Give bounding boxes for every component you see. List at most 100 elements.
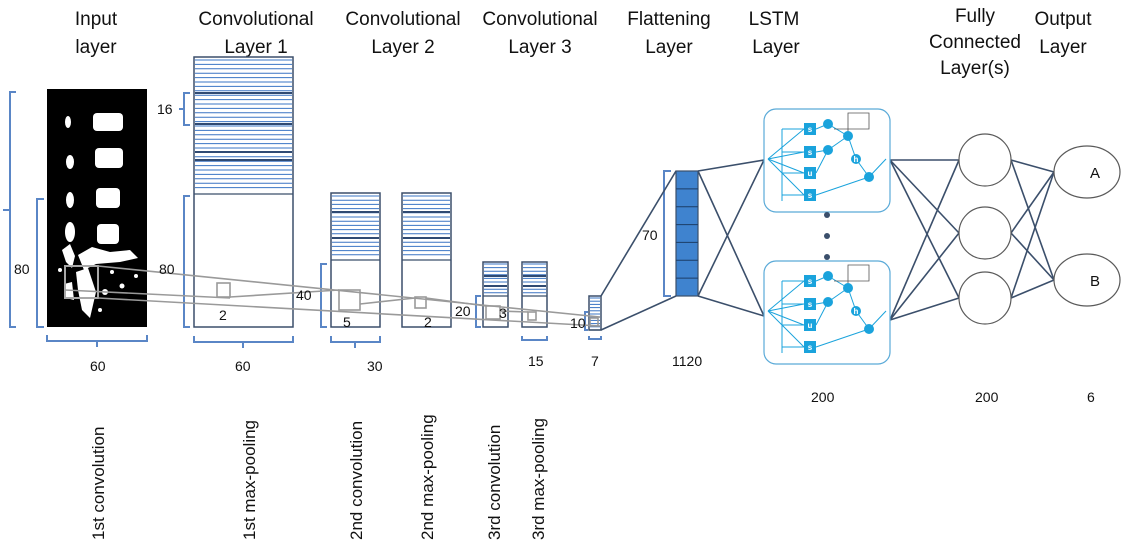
lstm-multiply-node — [823, 271, 833, 281]
kernel-projection-line — [359, 297, 416, 305]
layer-connection-line — [889, 159, 960, 299]
label-conv2-height: 40 — [296, 287, 312, 303]
header-fc-line2: Connected — [929, 32, 1021, 53]
lstm-flow-line — [815, 176, 870, 196]
lstm-input-line — [767, 280, 805, 312]
lstm-input-line — [767, 310, 805, 348]
output-node-a — [1053, 145, 1121, 199]
header-conv3-line1: Convolutional — [482, 9, 597, 30]
lstm-input-line — [767, 158, 805, 196]
count-output: 6 — [1087, 389, 1095, 405]
layer-connection-line — [889, 297, 960, 321]
lstm-gate-square — [804, 341, 816, 353]
label-conv2-width: 30 — [367, 358, 383, 374]
op-2nd-max-pooling: 2nd max-pooling — [418, 414, 437, 540]
fc-node-3 — [958, 271, 1012, 325]
fc-nodes — [958, 133, 1012, 325]
lstm-input-line — [767, 303, 805, 312]
lstm-gate-symbol: s — [808, 125, 813, 134]
lstm-flow-line — [815, 328, 870, 348]
header-flatten-line2: Layer — [645, 37, 693, 58]
lstm-input-line — [767, 310, 805, 326]
lstm-multiply-node — [823, 145, 833, 155]
input-kernel-window — [64, 265, 99, 299]
layer-connection-line — [1010, 171, 1055, 299]
layer-connection-line — [697, 159, 765, 297]
label-conv3-width: 15 — [528, 353, 544, 369]
layer-connection-line — [697, 295, 765, 317]
fc-node-1 — [958, 133, 1012, 187]
operation-labels: 1st convolution 1st max-pooling 2nd conv… — [89, 414, 548, 540]
conv3-block — [482, 261, 509, 328]
op-2nd-convolution: 2nd convolution — [347, 421, 366, 540]
conv2-kernel-window — [338, 289, 361, 311]
lstm-gate-symbol: s — [808, 343, 813, 352]
header-fc-line1: Fully — [955, 6, 996, 27]
lstm-recurrent-loop — [834, 112, 870, 136]
lstm-multiply-node — [823, 119, 833, 129]
count-fc: 200 — [975, 389, 999, 405]
layer-connection-line — [697, 159, 765, 172]
dimension-brackets — [3, 91, 671, 348]
lstm-tanh-symbol: h — [854, 307, 859, 316]
op-3rd-convolution: 3rd convolution — [485, 425, 504, 540]
label-flat-height: 10 — [570, 315, 586, 331]
label-input-height: 80 — [14, 261, 30, 277]
label-conv1-width: 60 — [235, 358, 251, 374]
op-3rd-max-pooling: 3rd max-pooling — [529, 418, 548, 540]
lstm-gate-symbol: s — [808, 148, 813, 157]
lstm-recurrent-loop — [834, 264, 870, 288]
lstm-cells: s s u s h s s u s h — [763, 108, 891, 365]
kernel-projection-line — [229, 289, 340, 298]
op-1st-max-pooling: 1st max-pooling — [240, 420, 259, 540]
label-conv2-kernel-b: 2 — [424, 314, 432, 330]
lstm-input-line — [767, 158, 805, 174]
lstm-ellipsis-dots — [824, 212, 830, 260]
lstm-output-node — [864, 324, 874, 334]
lstm-gate-symbol: u — [808, 321, 813, 330]
fc-node-2 — [958, 206, 1012, 260]
count-flatten: 1120 — [672, 353, 702, 369]
lstm-output-node — [864, 172, 874, 182]
header-conv2-line1: Convolutional — [345, 9, 460, 30]
header-input-line1: Input — [75, 9, 118, 30]
lstm-cell-top: s s u s h — [763, 108, 891, 213]
label-conv3-height: 20 — [455, 303, 471, 319]
pool3-kernel-window — [527, 311, 537, 321]
lstm-gate-square — [804, 189, 816, 201]
pool2-block — [401, 192, 452, 328]
kernel-projection-line — [97, 297, 601, 327]
layer-connection-line — [1010, 171, 1055, 234]
convolution-blocks — [193, 56, 602, 331]
count-lstm: 200 — [811, 389, 835, 405]
header-output-line2: Layer — [1039, 37, 1087, 58]
label-flat-width: 7 — [591, 353, 599, 369]
connection-lines — [64, 159, 1055, 331]
pool3-block-outline — [521, 261, 548, 328]
header-conv1-line1: Convolutional — [198, 9, 313, 30]
output-label-b: B — [1090, 273, 1100, 290]
label-fl-height: 70 — [642, 227, 658, 243]
lstm-multiply-node — [823, 297, 833, 307]
pool3-block — [521, 261, 548, 328]
conv1-block — [193, 56, 294, 328]
header-conv1-line2: Layer 1 — [224, 37, 287, 58]
header-lstm-line2: Layer — [752, 37, 800, 58]
flatten-column — [675, 170, 699, 297]
lstm-gate-square — [804, 298, 816, 310]
conv2-block — [330, 192, 381, 328]
flattening-layer — [675, 170, 699, 297]
lstm-add-node — [843, 131, 853, 141]
lstm-add-node — [843, 283, 853, 293]
layer-connection-line — [697, 170, 765, 317]
input-image-shapes — [58, 113, 138, 318]
lstm-tanh-node — [851, 306, 861, 316]
header-flatten-line1: Flattening — [627, 9, 710, 30]
unit-counts: 1120 200 200 6 — [672, 353, 1095, 405]
layer-connection-line — [889, 159, 960, 234]
label-input-width: 60 — [90, 358, 106, 374]
lstm-input-line — [767, 151, 805, 160]
output-label-a: A — [1090, 165, 1100, 182]
layer-headers: Input layer Convolutional Layer 1 Convol… — [75, 6, 1092, 79]
